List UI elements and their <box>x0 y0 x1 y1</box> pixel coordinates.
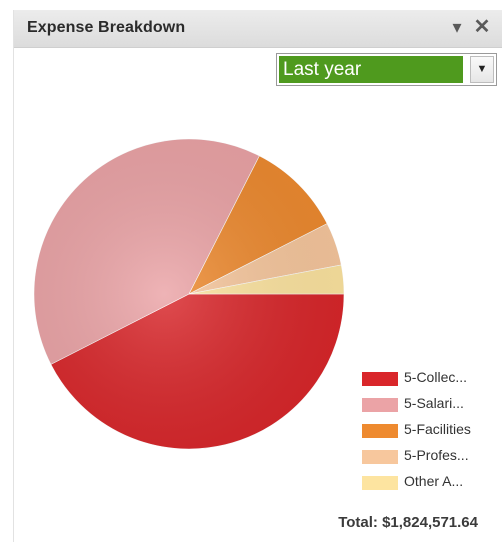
legend-label: 5-Collec... <box>404 369 468 385</box>
dropdown-arrow-icon[interactable]: ▼ <box>470 56 494 83</box>
date-range-value: Last year <box>279 56 463 83</box>
legend-item[interactable]: 5-Salari... <box>362 390 502 416</box>
legend-item[interactable]: 5-Collec... <box>362 364 502 390</box>
legend-item[interactable]: Other A... <box>362 468 502 494</box>
legend-item[interactable]: 5-Profes... <box>362 442 502 468</box>
close-icon[interactable]: ✕ <box>473 16 491 38</box>
legend-swatch <box>362 450 398 464</box>
legend-swatch <box>362 372 398 386</box>
legend-label: 5-Salari... <box>404 395 464 411</box>
pie-slices <box>33 138 345 450</box>
legend-label: 5-Facilities <box>404 421 471 437</box>
chart-legend: 5-Collec... 5-Salari... 5-Facilities 5-Prof… <box>362 364 502 494</box>
legend-swatch <box>362 398 398 412</box>
legend-item[interactable]: 5-Facilities <box>362 416 502 442</box>
date-range-select[interactable]: Last year ▼ <box>276 53 497 86</box>
widget-header: Expense Breakdown ▾ ✕ <box>14 10 502 48</box>
expense-total: Total: $1,824,571.64 <box>338 514 478 531</box>
legend-swatch <box>362 424 398 438</box>
expense-breakdown-widget: Expense Breakdown ▾ ✕ Last year ▼ 5-Coll… <box>13 10 502 542</box>
legend-label: Other A... <box>404 473 464 489</box>
legend-swatch <box>362 476 398 490</box>
widget-title: Expense Breakdown <box>27 19 186 36</box>
chevron-down-icon[interactable]: ▾ <box>452 17 462 37</box>
legend-label: 5-Profes... <box>404 447 469 463</box>
